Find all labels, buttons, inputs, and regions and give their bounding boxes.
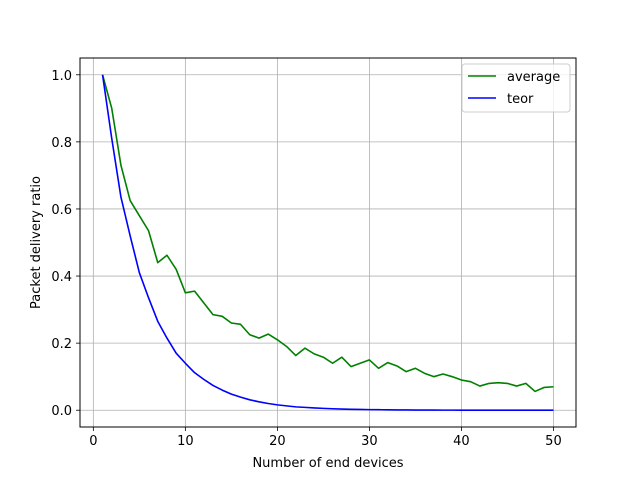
grid: [80, 58, 576, 427]
plot-frame: [79, 57, 577, 428]
x-tick-label: 30: [361, 434, 378, 449]
y-tick-label: 0.0: [51, 404, 72, 419]
legend-label-average: average: [507, 70, 560, 85]
x-tick-label: 50: [545, 434, 562, 449]
x-tick-label: 20: [269, 434, 286, 449]
x-axis-label: Number of end devices: [252, 456, 403, 471]
y-tick-label: 1.0: [51, 69, 72, 84]
x-tick-label: 10: [177, 434, 194, 449]
series-layer: [101, 74, 554, 412]
y-tick-label: 0.2: [51, 337, 72, 352]
y-tick-label: 0.6: [51, 203, 72, 218]
x-tick-label: 40: [453, 434, 470, 449]
legend: average teor: [461, 63, 571, 113]
y-tick-label: 0.4: [51, 270, 72, 285]
ticks: 0 10 20 30 40 50 0.0 0.2 0.4 0.6 0.8 1.0: [51, 69, 561, 449]
series-line-teor: [101, 74, 554, 412]
legend-label-teor: teor: [507, 92, 534, 107]
series-line-average: [101, 74, 554, 393]
y-axis-label: Packet delivery ratio: [29, 176, 44, 309]
y-tick-label: 0.8: [51, 136, 72, 151]
x-tick-label: 0: [89, 434, 97, 449]
